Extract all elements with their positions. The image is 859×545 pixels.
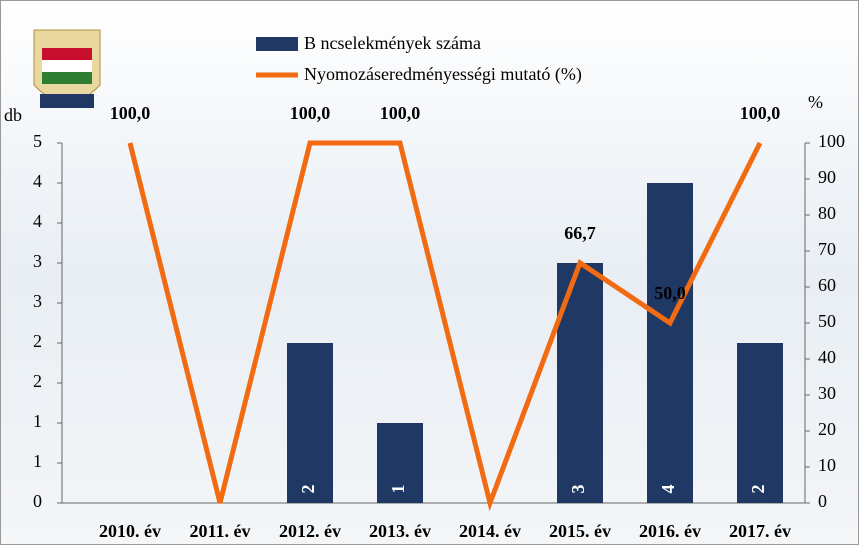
- x-tick-label: 2013. év: [369, 521, 431, 541]
- bar-value-label: 1: [388, 485, 408, 494]
- y2-tick-label: 10: [818, 455, 836, 475]
- legend-swatch: [256, 37, 298, 51]
- x-tick-label: 2011. év: [190, 521, 251, 541]
- police-logo: [33, 29, 101, 108]
- y2-tick-label: 0: [818, 491, 827, 511]
- bar-value-label: 4: [658, 485, 678, 494]
- y-tick-label: 4: [33, 211, 42, 231]
- y2-tick-label: 30: [818, 383, 836, 403]
- bar-value-label: 2: [748, 485, 768, 494]
- y-tick-label: 1: [33, 411, 42, 431]
- x-tick-label: 2012. év: [279, 521, 341, 541]
- y-tick-label: 3: [33, 251, 42, 271]
- bar: [377, 423, 423, 503]
- y-tick-label: 5: [33, 131, 42, 151]
- bar: [737, 343, 783, 503]
- y2-tick-label: 90: [818, 167, 836, 187]
- line-value-label: 66,7: [564, 223, 596, 243]
- y-tick-label: 2: [33, 331, 42, 351]
- y-axis-label: db: [4, 105, 22, 125]
- bar: [647, 183, 693, 503]
- x-tick-label: 2016. év: [639, 521, 701, 541]
- y-tick-label: 4: [33, 171, 42, 191]
- bar-value-label: 2: [298, 485, 318, 494]
- y2-tick-label: 70: [818, 239, 836, 259]
- x-tick-label: 2010. év: [99, 521, 161, 541]
- y2-tick-label: 40: [818, 347, 836, 367]
- y2-tick-label: 20: [818, 419, 836, 439]
- line-value-label: 100,0: [110, 103, 151, 123]
- legend-label: B ncselekmények száma: [304, 33, 481, 53]
- line-value-label: 50,0: [654, 283, 686, 303]
- y2-tick-label: 50: [818, 311, 836, 331]
- line-value-label: 100,0: [740, 103, 781, 123]
- line-value-label: 100,0: [290, 103, 331, 123]
- bar-value-label: 3: [568, 485, 588, 494]
- x-tick-label: 2014. év: [459, 521, 521, 541]
- legend-label: Nyomozáseredményességi mutató (%): [304, 64, 582, 85]
- x-tick-label: 2015. év: [549, 521, 611, 541]
- y2-tick-label: 80: [818, 203, 836, 223]
- y-tick-label: 3: [33, 291, 42, 311]
- y2-tick-label: 100: [818, 131, 845, 151]
- y-tick-label: 2: [33, 371, 42, 391]
- x-tick-label: 2017. év: [729, 521, 791, 541]
- line: [127, 140, 763, 512]
- line-value-label: 100,0: [380, 103, 421, 123]
- y-tick-label: 0: [33, 491, 42, 511]
- y2-axis-label: %: [808, 92, 823, 112]
- y2-tick-label: 60: [818, 275, 836, 295]
- y-tick-label: 1: [33, 451, 42, 471]
- bar: [287, 343, 333, 503]
